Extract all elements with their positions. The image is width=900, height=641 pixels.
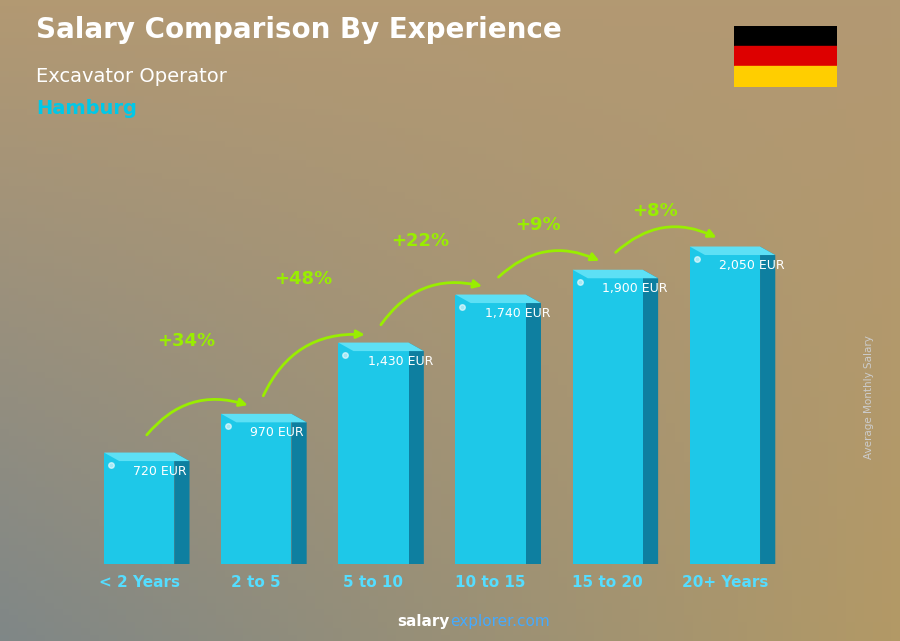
Polygon shape <box>526 294 541 572</box>
Text: +9%: +9% <box>515 216 561 234</box>
Polygon shape <box>221 414 292 564</box>
Bar <box>734 66 837 87</box>
Polygon shape <box>572 270 658 278</box>
Polygon shape <box>455 294 541 303</box>
Text: 720 EUR: 720 EUR <box>133 465 187 478</box>
Polygon shape <box>104 453 175 564</box>
Polygon shape <box>760 247 775 572</box>
Polygon shape <box>338 342 424 351</box>
Text: +34%: +34% <box>157 332 215 350</box>
Text: +8%: +8% <box>632 202 678 220</box>
Text: Excavator Operator: Excavator Operator <box>36 67 227 87</box>
Polygon shape <box>455 294 526 564</box>
Text: Average Monthly Salary: Average Monthly Salary <box>863 335 874 460</box>
Polygon shape <box>221 414 307 422</box>
Text: 1,900 EUR: 1,900 EUR <box>602 282 668 295</box>
Text: 970 EUR: 970 EUR <box>250 426 304 439</box>
Text: +22%: +22% <box>392 231 449 249</box>
Text: +48%: +48% <box>274 271 332 288</box>
Polygon shape <box>104 453 190 461</box>
Polygon shape <box>292 414 307 572</box>
Polygon shape <box>409 342 424 572</box>
Polygon shape <box>572 270 643 564</box>
Text: Salary Comparison By Experience: Salary Comparison By Experience <box>36 16 562 44</box>
Text: 2,050 EUR: 2,050 EUR <box>719 259 785 272</box>
Text: explorer.com: explorer.com <box>450 615 550 629</box>
Bar <box>734 46 837 66</box>
Text: 1,740 EUR: 1,740 EUR <box>485 307 550 320</box>
Polygon shape <box>175 453 190 572</box>
Polygon shape <box>689 247 760 564</box>
Text: salary: salary <box>398 615 450 629</box>
Polygon shape <box>338 342 409 564</box>
Polygon shape <box>689 247 775 255</box>
Polygon shape <box>643 270 658 572</box>
Bar <box>734 26 837 46</box>
Text: 1,430 EUR: 1,430 EUR <box>367 355 433 368</box>
Text: Hamburg: Hamburg <box>36 99 137 119</box>
